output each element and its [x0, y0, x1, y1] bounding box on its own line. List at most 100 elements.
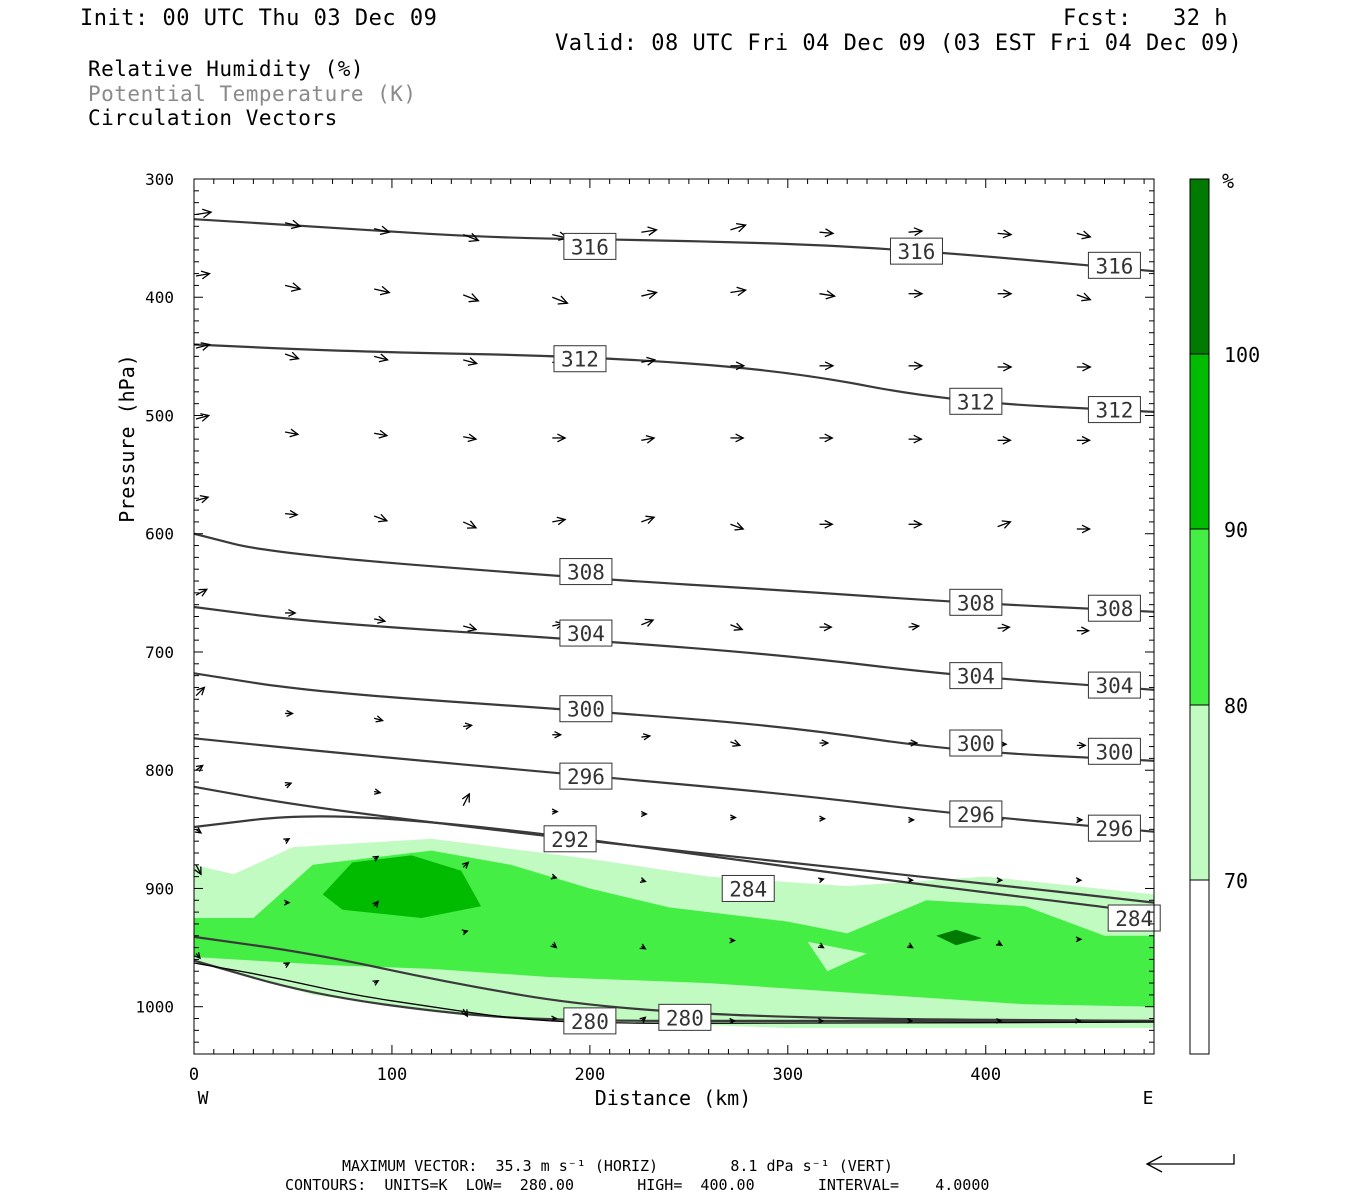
- svg-text:312: 312: [957, 390, 995, 414]
- wind-vector: [550, 873, 558, 880]
- wind-vector: [1076, 816, 1084, 824]
- wind-vector: [906, 942, 914, 949]
- wind-vector: [817, 1018, 825, 1024]
- wind-vector: [641, 226, 658, 236]
- wind-vector: [997, 520, 1012, 529]
- colorbar-band: [1189, 353, 1210, 530]
- wind-vector: [373, 225, 391, 236]
- wind-vector: [195, 270, 211, 280]
- wind-vector: [997, 289, 1013, 299]
- contour-label: 296: [559, 762, 613, 790]
- reference-vector-icon: [1145, 1154, 1235, 1173]
- field-relative-humidity: Relative Humidity (%): [88, 57, 365, 81]
- wind-vector: [730, 286, 748, 297]
- rh-hole: [807, 941, 867, 972]
- wind-vector: [1076, 230, 1092, 240]
- wind-vector: [552, 295, 569, 305]
- y-tick-label: 300: [145, 170, 174, 189]
- colorbar-level: 90: [1224, 518, 1248, 542]
- svg-text:280: 280: [666, 1006, 704, 1030]
- svg-text:312: 312: [1095, 399, 1133, 423]
- wind-vector: [195, 494, 210, 504]
- wind-vector: [1076, 626, 1091, 635]
- x-tick-label: 400: [970, 1065, 1001, 1085]
- wind-vector: [641, 434, 656, 444]
- contour-label: 296: [1087, 814, 1141, 842]
- wind-vector: [373, 513, 389, 523]
- contour-label: 308: [949, 588, 1003, 616]
- colorbar-band: [1189, 704, 1210, 881]
- wind-vector: [908, 622, 921, 631]
- wind-vector: [283, 962, 291, 969]
- wind-vector: [284, 351, 300, 361]
- colorbar-band: [1189, 879, 1210, 1055]
- wind-vector: [1075, 936, 1083, 943]
- svg-text:316: 316: [571, 235, 609, 259]
- wind-vector: [284, 781, 293, 789]
- x-tick-label: 300: [772, 1065, 803, 1085]
- x-axis-title: Distance (km): [595, 1086, 752, 1110]
- wind-vector: [283, 838, 291, 844]
- wind-vector: [730, 739, 742, 747]
- wind-vector: [374, 615, 387, 624]
- ground-contour: [194, 962, 1154, 1024]
- circulation-vectors: [194, 208, 1092, 1024]
- svg-text:280: 280: [571, 1010, 609, 1034]
- contour-label: 284: [1107, 904, 1161, 932]
- x-tick-label: 0: [189, 1065, 199, 1085]
- wind-vector: [730, 522, 745, 531]
- wind-vector: [908, 739, 919, 747]
- wind-vector: [819, 815, 827, 822]
- svg-text:312: 312: [561, 348, 599, 372]
- x-tick-label: 100: [377, 1065, 408, 1085]
- init-time: Init: 00 UTC Thu 03 Dec 09: [80, 6, 438, 31]
- wind-vector: [729, 1017, 736, 1024]
- wind-vector: [639, 1016, 647, 1024]
- wind-vector: [283, 899, 291, 906]
- svg-text:316: 316: [898, 240, 936, 264]
- wind-vector: [463, 623, 478, 632]
- theta-contour-288: [194, 815, 1154, 915]
- y-tick-label: 1000: [135, 998, 174, 1017]
- wind-vector: [1075, 1018, 1082, 1024]
- svg-text:296: 296: [957, 803, 995, 827]
- wind-vector: [730, 433, 745, 443]
- svg-text:300: 300: [1095, 740, 1133, 764]
- rh-region-90: [322, 855, 481, 918]
- wind-vector: [461, 792, 470, 806]
- svg-text:308: 308: [567, 561, 605, 585]
- wind-vector: [639, 943, 647, 950]
- wind-vector: [462, 232, 480, 243]
- wind-vector: [552, 731, 563, 739]
- west-label: W: [198, 1088, 209, 1109]
- axis-ticks: [193, 178, 1154, 1055]
- wind-vector: [817, 877, 825, 884]
- wind-vector: [908, 434, 923, 444]
- y-tick-label: 600: [145, 525, 174, 544]
- contour-label: 312: [1087, 396, 1141, 424]
- max-vector-note: MAXIMUM VECTOR: 35.3 m s⁻¹ (HORIZ) 8.1 d…: [342, 1157, 893, 1175]
- wind-vector: [997, 362, 1013, 372]
- wind-vector: [730, 361, 746, 371]
- contour-label: 280: [658, 1003, 712, 1031]
- contour-label: 304: [559, 619, 613, 647]
- wind-vector: [996, 1018, 1003, 1024]
- svg-text:300: 300: [567, 698, 605, 722]
- forecast-hour: Fcst: 32 h: [1063, 6, 1228, 31]
- wind-vector: [372, 979, 380, 986]
- wind-vector: [551, 1015, 558, 1022]
- axis-labels: 300 400 500 600 700 800 900 1000 0 100 200 300 400 W E…: [115, 170, 1153, 1110]
- wind-vector: [1076, 524, 1092, 534]
- y-tick-label: 500: [145, 406, 174, 425]
- wind-vector: [730, 814, 737, 821]
- colorbar-level: 80: [1224, 694, 1248, 718]
- contour-label: 308: [559, 558, 613, 586]
- colorbar-band: [1189, 178, 1210, 355]
- theta-contour-296: [194, 737, 1154, 833]
- wind-vector: [462, 520, 478, 529]
- wind-vector: [996, 877, 1004, 884]
- wind-vector: [373, 353, 390, 363]
- valid-time: Valid: 08 UTC Fri 04 Dec 09 (03 EST Fri …: [555, 31, 1243, 56]
- svg-text:296: 296: [567, 765, 605, 789]
